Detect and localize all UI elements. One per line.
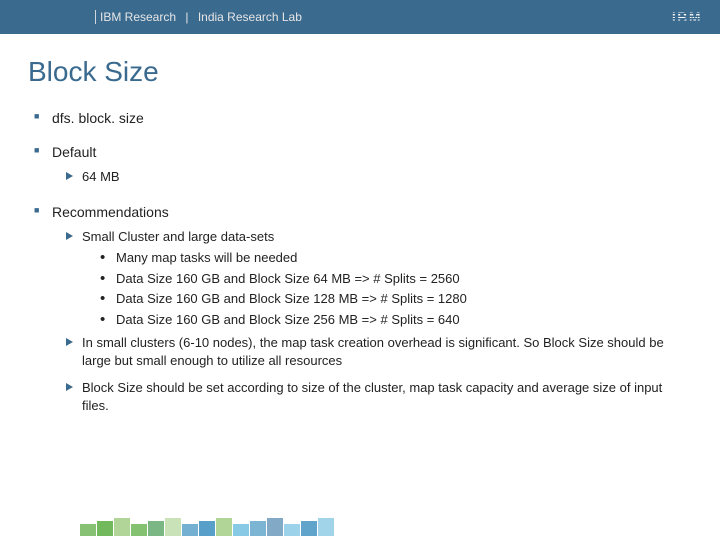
header-org: IBM Research: [100, 10, 176, 24]
slide-content: Block Size dfs. block. size Default 64 M…: [0, 34, 720, 414]
ibm-logo: IBM: [672, 9, 702, 25]
footer-square: [250, 521, 266, 536]
footer-square: [318, 518, 334, 536]
default-sublist: 64 MB: [52, 168, 692, 186]
bullet-item: Data Size 160 GB and Block Size 64 MB =>…: [100, 270, 692, 288]
header-separator: [95, 10, 96, 24]
footer-square: [182, 524, 198, 536]
footer-square: [97, 521, 113, 536]
section-label: dfs. block. size: [52, 110, 144, 126]
rec-small-cluster-bullets: Many map tasks will be needed Data Size …: [82, 249, 692, 328]
section-default: Default 64 MB: [34, 144, 692, 186]
bullet-item: Many map tasks will be needed: [100, 249, 692, 267]
bullet-item: Data Size 160 GB and Block Size 128 MB =…: [100, 290, 692, 308]
rec-small-cluster: Small Cluster and large data-sets Many m…: [66, 228, 692, 329]
header-bar: IBM Research | India Research Lab IBM: [0, 0, 720, 34]
section-recommendations: Recommendations Small Cluster and large …: [34, 204, 692, 415]
sub-label: Block Size should be set according to si…: [82, 380, 662, 413]
footer-square: [284, 524, 300, 536]
section-dfs-block-size: dfs. block. size: [34, 110, 692, 126]
section-label: Recommendations: [52, 204, 169, 220]
bullet-item: Data Size 160 GB and Block Size 256 MB =…: [100, 311, 692, 329]
rec-overhead: In small clusters (6-10 nodes), the map …: [66, 334, 692, 369]
footer-square: [148, 521, 164, 536]
sub-label: Small Cluster and large data-sets: [82, 229, 274, 244]
footer-square: [233, 524, 249, 536]
sub-label: In small clusters (6-10 nodes), the map …: [82, 335, 664, 368]
footer-square: [114, 518, 130, 536]
sub-label: 64 MB: [82, 169, 120, 184]
footer-square: [199, 521, 215, 536]
footer-square: [267, 518, 283, 536]
header-lab: India Research Lab: [198, 10, 302, 24]
footer-square: [165, 518, 181, 536]
top-list: dfs. block. size Default 64 MB Recommend…: [28, 110, 692, 414]
default-value: 64 MB: [66, 168, 692, 186]
page-title: Block Size: [28, 56, 692, 88]
header-divider: |: [182, 10, 192, 24]
footer-square: [301, 521, 317, 536]
rec-set-according: Block Size should be set according to si…: [66, 379, 692, 414]
footer-square: [80, 524, 96, 536]
footer-square: [216, 518, 232, 536]
footer-decoration: [0, 510, 720, 540]
recommendations-sublist: Small Cluster and large data-sets Many m…: [52, 228, 692, 415]
footer-square: [131, 524, 147, 536]
section-label: Default: [52, 144, 96, 160]
footer-pattern: [80, 514, 340, 536]
